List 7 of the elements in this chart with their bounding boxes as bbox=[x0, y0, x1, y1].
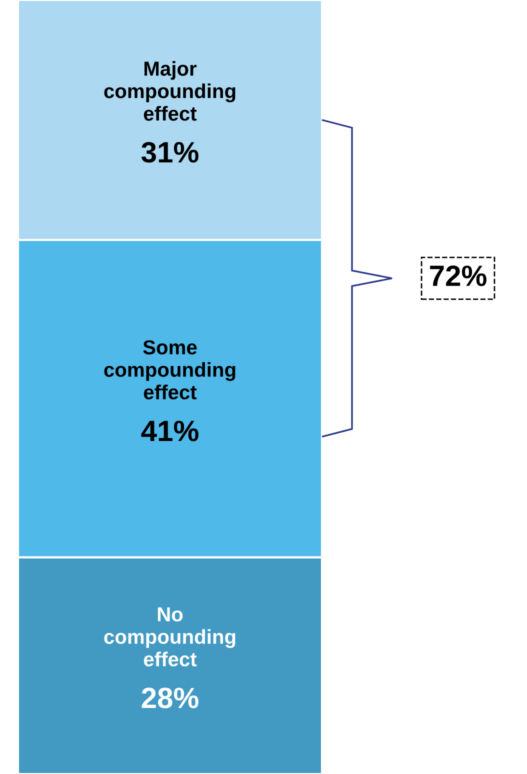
data-label: 31% bbox=[141, 142, 198, 163]
series-label: Some compounding effect bbox=[104, 340, 236, 400]
data-label: 41% bbox=[141, 420, 198, 442]
series-label: No compounding effect bbox=[104, 607, 236, 666]
series-label: Major compounding effect bbox=[104, 61, 236, 121]
text: 72% bbox=[430, 266, 486, 286]
data-label: 28% bbox=[142, 688, 198, 708]
